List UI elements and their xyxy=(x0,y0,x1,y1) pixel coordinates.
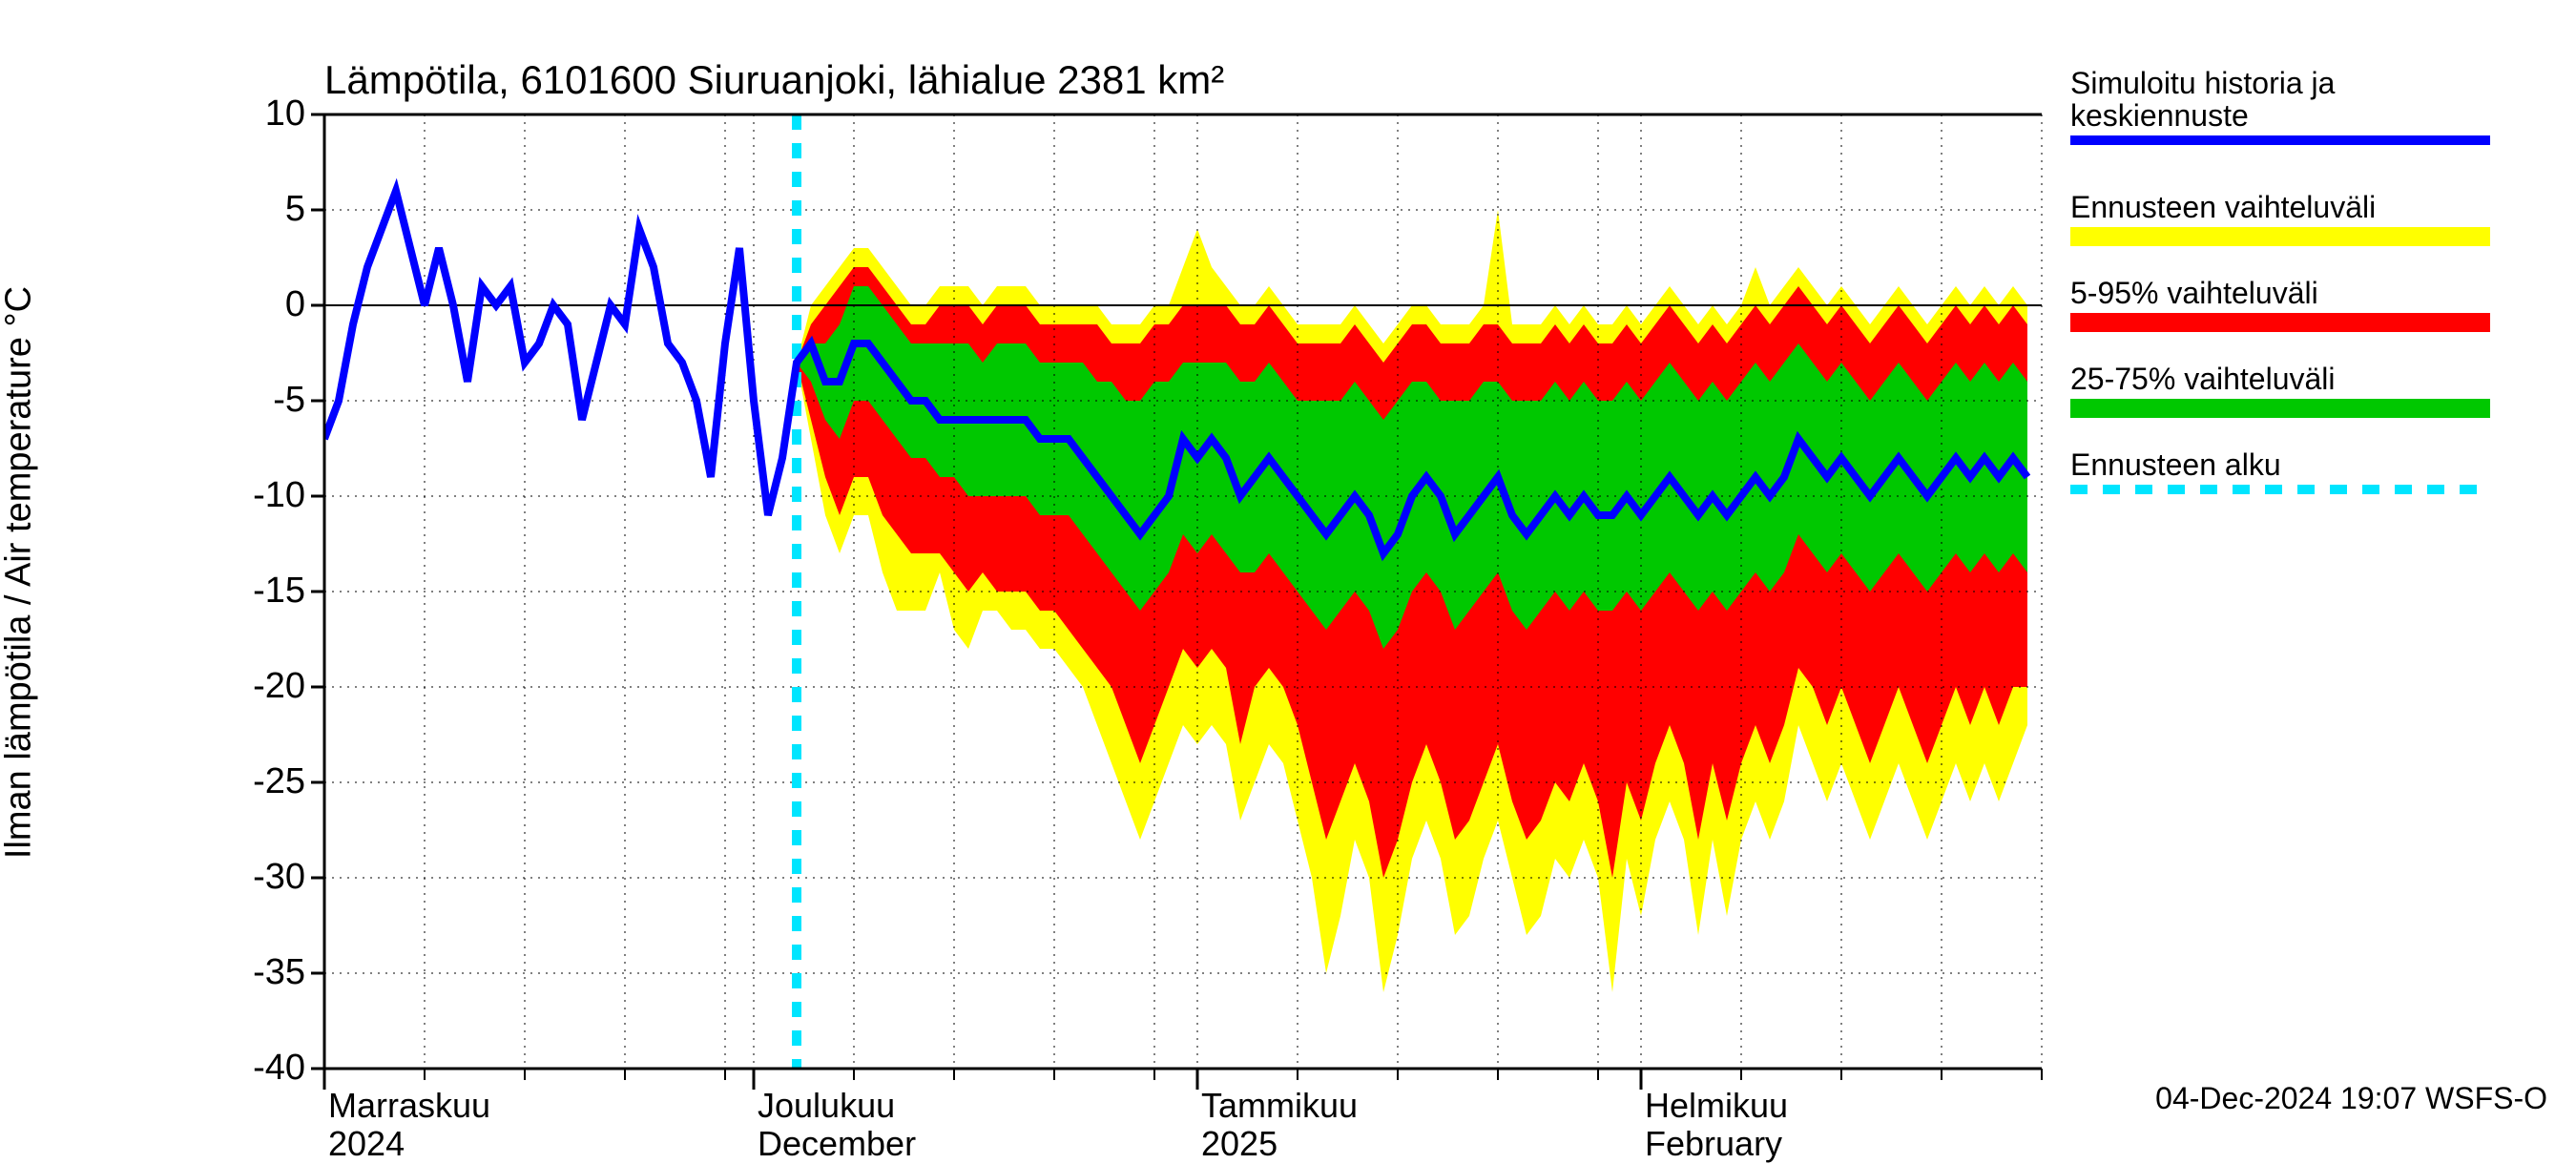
legend-label: Simuloitu historia ja xyxy=(2070,67,2335,100)
legend-label: Ennusteen alku xyxy=(2070,448,2281,482)
xtick-label-top: Joulukuu xyxy=(758,1086,895,1126)
ytick-label: -10 xyxy=(210,475,305,516)
legend-label: 25-75% vaihteluväli xyxy=(2070,363,2336,396)
ytick-label: -20 xyxy=(210,666,305,707)
ytick-label: -35 xyxy=(210,952,305,993)
ytick-label: -15 xyxy=(210,571,305,612)
ytick-label: 0 xyxy=(210,284,305,325)
ytick-label: 5 xyxy=(210,189,305,230)
xtick-label-top: Tammikuu xyxy=(1201,1086,1358,1126)
legend-label: 5-95% vaihteluväli xyxy=(2070,277,2318,310)
legend-line xyxy=(2070,135,2490,145)
ytick-label: -30 xyxy=(210,857,305,898)
ytick-label: -40 xyxy=(210,1048,305,1089)
plot-svg xyxy=(0,0,2576,1145)
legend-dash xyxy=(2070,485,2490,494)
legend-label: Ennusteen vaihteluväli xyxy=(2070,191,2376,224)
ytick-label: -5 xyxy=(210,380,305,421)
xtick-label-bot: December xyxy=(758,1124,916,1164)
xtick-label-bot: February xyxy=(1645,1124,1782,1164)
xtick-label-bot: 2025 xyxy=(1201,1124,1278,1164)
legend-swatch xyxy=(2070,313,2490,332)
chart-container: { "type": "line-with-bands", "title": "L… xyxy=(0,0,2576,1145)
ytick-label: 10 xyxy=(210,94,305,135)
ytick-label: -25 xyxy=(210,761,305,802)
legend-swatch xyxy=(2070,399,2490,418)
footer-timestamp: 04-Dec-2024 19:07 WSFS-O xyxy=(2155,1081,2547,1116)
xtick-label-top: Helmikuu xyxy=(1645,1086,1788,1126)
legend-label: keskiennuste xyxy=(2070,99,2249,133)
legend-swatch xyxy=(2070,227,2490,246)
xtick-label-bot: 2024 xyxy=(328,1124,405,1164)
xtick-label-top: Marraskuu xyxy=(328,1086,490,1126)
